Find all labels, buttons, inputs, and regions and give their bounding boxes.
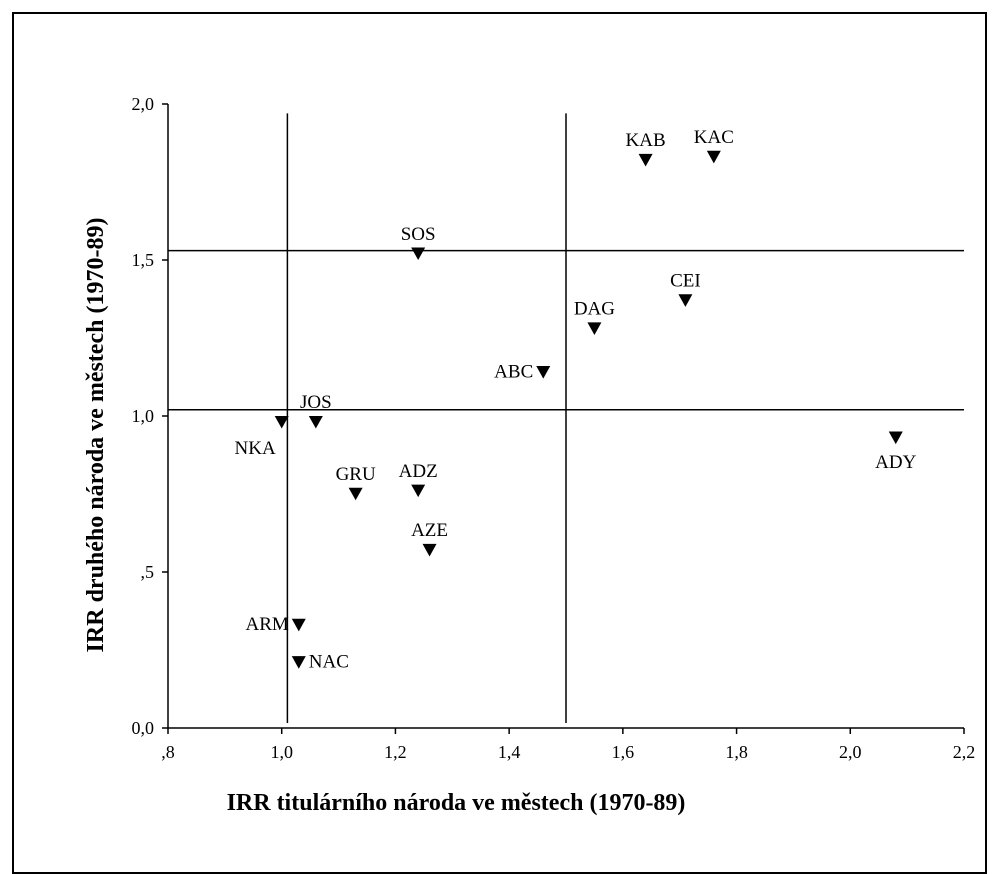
x-tick-label: 1,6 <box>612 742 635 762</box>
point-marker-nac <box>291 656 306 669</box>
y-tick-label: 1,0 <box>132 406 155 426</box>
point-marker-gru <box>348 487 363 501</box>
y-tick-label: 0,0 <box>132 718 155 738</box>
point-label-nka: NKA <box>235 438 276 459</box>
x-tick-label: 1,2 <box>384 742 407 762</box>
y-axis-title: IRR druhého národa ve městech (1970-89) <box>83 218 109 653</box>
point-marker-aze <box>422 543 437 557</box>
point-label-arm: ARM <box>245 614 288 635</box>
point-marker-arm <box>291 618 306 632</box>
point-label-aze: AZE <box>411 520 448 541</box>
data-points: KAB KAC SOS CEI DAG ABC JOS NKA ADY GRU ADZ AZE ARM N… <box>235 127 917 672</box>
point-label-gru: GRU <box>336 464 376 485</box>
point-marker-kac <box>706 150 721 164</box>
point-marker-cei <box>678 294 693 307</box>
y-tick-label: ,5 <box>141 562 155 582</box>
point-marker-jos <box>308 415 323 429</box>
point-label-jos: JOS <box>300 392 332 413</box>
point-label-kab: KAB <box>626 130 666 151</box>
point-label-sos: SOS <box>401 224 436 245</box>
y-tick-label: 2,0 <box>132 94 155 114</box>
x-tick-label: 1,4 <box>498 742 521 762</box>
point-label-adz: ADZ <box>399 461 438 482</box>
x-tick-label: 2,0 <box>839 742 862 762</box>
y-tick-label: 1,5 <box>132 250 155 270</box>
point-marker-sos <box>411 247 426 261</box>
point-marker-ady <box>888 431 903 445</box>
x-tick-label: 2,2 <box>953 742 976 762</box>
point-label-ady: ADY <box>875 452 916 473</box>
point-label-dag: DAG <box>574 299 615 320</box>
chart-frame <box>12 12 987 874</box>
x-tick-label: 1,8 <box>725 742 748 762</box>
x-tick-label: ,8 <box>161 742 175 762</box>
point-label-nac: NAC <box>309 651 349 672</box>
point-marker-nka <box>274 415 289 429</box>
x-axis-title: IRR titulárního národa ve městech (1970-… <box>227 790 686 816</box>
point-label-cei: CEI <box>670 271 701 292</box>
point-marker-abc <box>536 366 551 379</box>
point-label-kac: KAC <box>694 127 734 148</box>
point-marker-kab <box>638 153 653 167</box>
point-marker-adz <box>411 484 426 498</box>
point-label-abc: ABC <box>494 361 533 382</box>
axes: 0,0 ,5 1,0 1,5 2,0 ,8 1,0 1,2 1,4 1,6 1,8 2,0 2,2 <box>132 94 976 762</box>
x-tick-label: 1,0 <box>270 742 293 762</box>
point-marker-dag <box>587 322 602 335</box>
